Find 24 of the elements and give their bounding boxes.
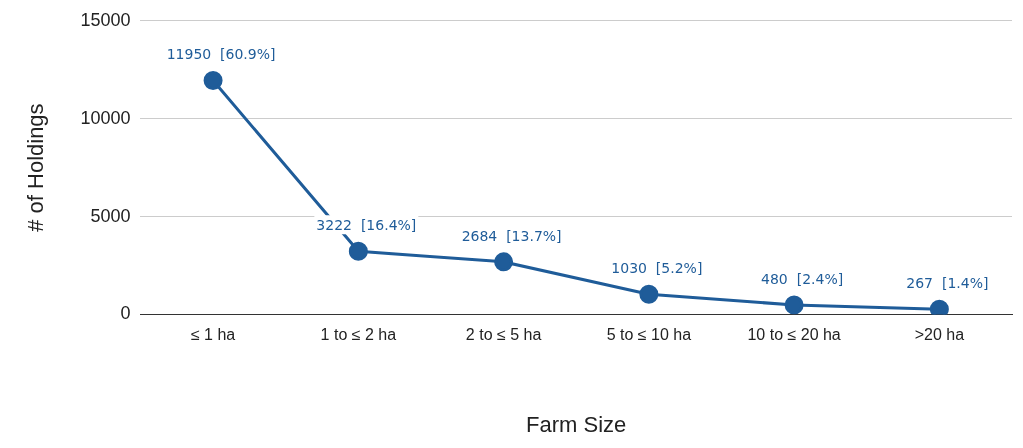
data-label: 2684 [13.7%]: [461, 227, 562, 244]
x-tick-label: 2 to ≤ 5 ha: [465, 326, 542, 344]
point: [784, 295, 804, 315]
point: [494, 252, 514, 272]
y-tick-label: 5000: [90, 205, 131, 226]
point: [929, 299, 949, 315]
data-label: 1030 [5.2%]: [611, 259, 703, 276]
point: [639, 284, 659, 304]
data-label: 3222 [16.4%]: [316, 216, 417, 233]
x-tick-label: 1 to ≤ 2 ha: [320, 326, 397, 344]
x-tick-label: 5 to ≤ 10 ha: [606, 326, 692, 344]
data-label: 267 [1.4%]: [906, 274, 989, 291]
y-axis-title: # of Holdings: [23, 103, 49, 232]
y-tick-label: 0: [120, 303, 131, 324]
y-tick-label: 10000: [80, 107, 131, 128]
data-label: 480 [2.4%]: [761, 270, 844, 287]
point: [348, 241, 368, 261]
x-tick-label: ≤ 1 ha: [190, 326, 236, 344]
data-label: 11950 [60.9%]: [166, 46, 276, 63]
x-tick-label: 10 to ≤ 20 ha: [747, 326, 841, 344]
x-axis-title: Farm Size: [526, 411, 627, 437]
x-tick-label: >20 ha: [914, 326, 965, 344]
y-tick-label: 15000: [80, 9, 131, 30]
point: [203, 71, 223, 90]
